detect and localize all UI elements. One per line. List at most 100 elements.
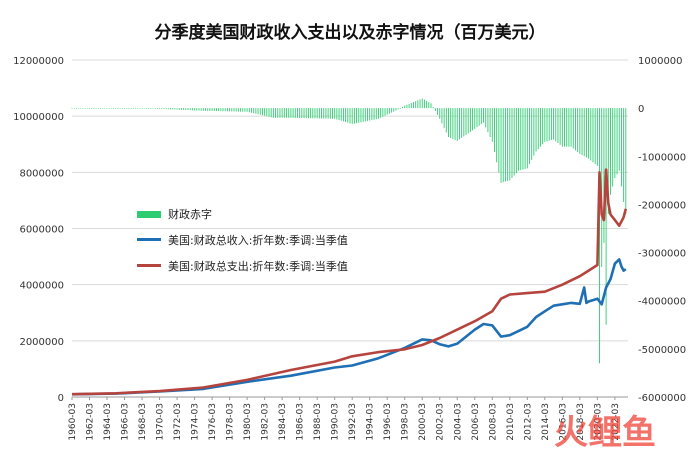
x-tick-label: 1998-03 [401, 403, 411, 441]
deficit-bar [555, 108, 557, 142]
deficit-bar [139, 108, 141, 109]
deficit-bar [97, 108, 99, 109]
deficit-bar [277, 108, 279, 118]
deficit-bar [180, 108, 182, 110]
deficit-bar [321, 108, 322, 119]
x-tick-label: 1964-03 [103, 403, 113, 441]
deficit-bar [275, 108, 277, 118]
deficit-bar [189, 108, 191, 111]
x-tick-label: 2000-03 [418, 403, 428, 441]
deficit-bar [117, 108, 119, 109]
deficit-bar [342, 108, 344, 122]
deficit-bar [235, 108, 237, 112]
deficit-bar [113, 108, 115, 109]
x-tick-label: 1990-03 [331, 403, 341, 441]
left-tick-label: 0 [58, 393, 64, 404]
deficit-bar [200, 108, 202, 111]
deficit-bar [226, 108, 228, 112]
x-tick-label: 2008-03 [488, 403, 498, 441]
deficit-bar [115, 108, 117, 109]
deficit-bar [467, 108, 469, 134]
deficit-bar [135, 108, 136, 109]
deficit-bar [185, 108, 187, 111]
deficit-bar [581, 108, 583, 156]
deficit-bar [583, 108, 585, 157]
x-tick-label: 1982-03 [261, 403, 271, 441]
left-tick-label: 6000000 [19, 225, 64, 236]
deficit-bar [404, 105, 406, 109]
deficit-bar [511, 108, 513, 178]
deficit-bar [483, 108, 484, 123]
deficit-bar [205, 108, 206, 111]
deficit-bar [417, 100, 419, 109]
deficit-bar [110, 108, 112, 109]
deficit-bar [616, 108, 618, 175]
deficit-bar [78, 107, 80, 109]
left-tick-label: 12000000 [13, 56, 64, 67]
x-tick-label: 2020-03 [593, 403, 603, 441]
deficit-bar [463, 108, 465, 137]
left-tick-label: 4000000 [19, 281, 64, 292]
deficit-bar [509, 108, 511, 181]
deficit-bar [478, 108, 480, 126]
left-tick-label: 8000000 [19, 168, 64, 179]
deficit-bar [202, 108, 204, 111]
x-tick-label: 1988-03 [313, 403, 323, 441]
deficit-bar [480, 108, 482, 125]
deficit-bar [310, 108, 312, 119]
deficit-bar [410, 103, 412, 109]
deficit-bar [349, 108, 351, 124]
deficit-bar [577, 108, 579, 153]
deficit-bar [454, 108, 456, 140]
deficit-bar [575, 108, 576, 151]
deficit-bar [220, 108, 222, 112]
deficit-bar [216, 108, 217, 112]
deficit-bar [364, 108, 366, 122]
chart-title: 分季度美国财政收入支出以及赤字情况（百万美元） [155, 22, 546, 43]
deficit-bar [272, 108, 274, 118]
x-tick-label: 1986-03 [296, 403, 306, 441]
deficit-bar [82, 108, 84, 109]
deficit-bar [248, 108, 250, 113]
deficit-bar [141, 108, 143, 109]
deficit-bar [375, 108, 377, 120]
deficit-bar [568, 108, 570, 147]
deficit-bar [539, 108, 541, 147]
deficit-bar [224, 108, 226, 112]
deficit-bar [178, 108, 180, 110]
deficit-bar [266, 108, 268, 117]
deficit-bar [303, 108, 305, 119]
deficit-bar [244, 108, 246, 112]
deficit-bar [231, 108, 233, 112]
deficit-bar [515, 108, 517, 174]
deficit-bar [270, 108, 272, 118]
deficit-bar [108, 108, 110, 109]
deficit-bar [104, 108, 106, 109]
x-tick-label: 1980-03 [243, 403, 253, 441]
deficit-bar [132, 108, 134, 109]
deficit-bar [369, 108, 371, 121]
deficit-bar [452, 108, 454, 139]
deficit-bar [257, 108, 259, 115]
deficit-bar [294, 108, 296, 118]
deficit-bar [305, 108, 307, 119]
deficit-bar [448, 108, 449, 138]
deficit-bar [318, 108, 320, 119]
deficit-bar [548, 108, 550, 141]
deficit-bar [520, 108, 522, 171]
deficit-bar [80, 107, 82, 109]
deficit-bar [494, 108, 495, 153]
x-axis: 1960-03 1962-03 1964-03 1966-03 1968-03 1970-… [68, 396, 628, 441]
deficit-bar [570, 108, 572, 147]
deficit-bar [498, 108, 500, 173]
deficit-bar [334, 108, 336, 119]
deficit-bar [557, 108, 559, 144]
x-tick-label: 2014-03 [541, 403, 551, 441]
deficit-bar [75, 107, 77, 109]
deficit-bar [391, 108, 393, 113]
deficit-bar [373, 108, 375, 120]
x-tick-label: 2022-03 [611, 403, 621, 441]
deficit-bar [106, 108, 108, 109]
deficit-bar [264, 108, 266, 116]
